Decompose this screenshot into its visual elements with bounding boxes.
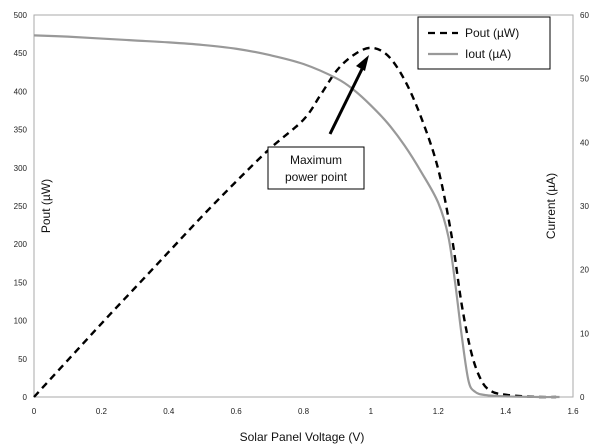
y2-tick-label: 400 [580,138,589,147]
x-tick-label: 0.8 [298,407,310,416]
y-tick-label: 150 [14,278,28,287]
annotation-arrowhead [356,55,369,71]
x-tick-label: 1 [369,407,374,416]
y-tick-label: 0 [23,393,28,402]
y2-tick-label: 200 [580,266,589,275]
y-tick-label: 250 [14,202,28,211]
y2-axis-title: Current (µA) [544,173,558,239]
x-tick-label: 0 [32,407,37,416]
annotation-text-line-1: Maximum [290,153,342,167]
y-tick-label: 400 [14,87,28,96]
y2-tick-label: 300 [580,202,589,211]
y-tick-label: 450 [14,49,28,58]
x-axis-title: Solar Panel Voltage (V) [240,430,365,444]
legend-label-pout: Pout (µW) [465,26,519,40]
series-line-iout [33,34,560,399]
y-tick-label: 200 [14,240,28,249]
y-tick-label: 50 [18,355,27,364]
x-tick-label: 0.2 [96,407,108,416]
legend: Pout (µW) Iout (µA) [417,16,551,70]
x-tick-label: 1.6 [567,407,579,416]
x-tick-label: 1.2 [433,407,445,416]
x-axis-ticks: 0 0.2 0.4 0.6 0.8 1 1.2 1.4 1.6 [32,407,579,416]
x-tick-label: 0.6 [231,407,243,416]
y-tick-label: 350 [14,126,28,135]
x-tick-label: 0.4 [163,407,175,416]
y-tick-label: 100 [14,317,28,326]
annotation-arrow-shaft [328,68,364,135]
y2-axis-ticks: 0 100 200 300 400 500 600 [580,11,589,402]
annotation-box [267,146,365,190]
series-layer [33,34,560,399]
y2-tick-label: 600 [580,11,589,20]
y2-tick-label: 0 [580,393,585,402]
legend-box [417,16,551,70]
annotation-text-line-2: power point [285,170,348,184]
plot-area [33,14,574,398]
annotation-max-power-point: Maximum power point [267,55,369,190]
y-axis-ticks: 0 50 100 150 200 250 300 350 400 450 500 [14,11,28,402]
y-tick-label: 300 [14,164,28,173]
series-line-pout [33,46,557,399]
y2-tick-label: 100 [580,329,589,338]
y-tick-label: 500 [14,11,28,20]
y2-tick-label: 500 [580,75,589,84]
x-tick-label: 1.4 [500,407,512,416]
legend-label-iout: Iout (µA) [465,47,511,61]
y-axis-title: Pout (µW) [39,179,53,233]
